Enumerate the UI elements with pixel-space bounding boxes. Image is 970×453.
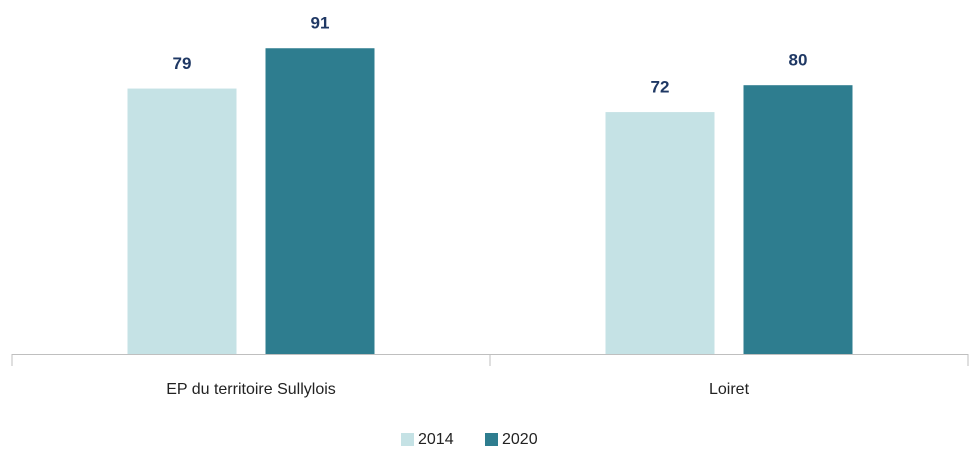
data-label: 72 bbox=[651, 78, 670, 97]
bar bbox=[127, 88, 237, 354]
data-label: 91 bbox=[311, 14, 330, 33]
bar bbox=[743, 85, 853, 354]
x-tick-label: EP du territoire Sullylois bbox=[166, 381, 336, 398]
legend-swatch bbox=[401, 433, 414, 446]
legend-swatch bbox=[485, 433, 498, 446]
data-label: 79 bbox=[173, 54, 192, 73]
legend-label: 2014 bbox=[418, 431, 454, 448]
bar bbox=[605, 112, 715, 354]
x-tick-label: Loiret bbox=[709, 381, 750, 398]
bar bbox=[265, 48, 375, 355]
data-label: 80 bbox=[789, 51, 808, 70]
legend-label: 2020 bbox=[502, 431, 538, 448]
